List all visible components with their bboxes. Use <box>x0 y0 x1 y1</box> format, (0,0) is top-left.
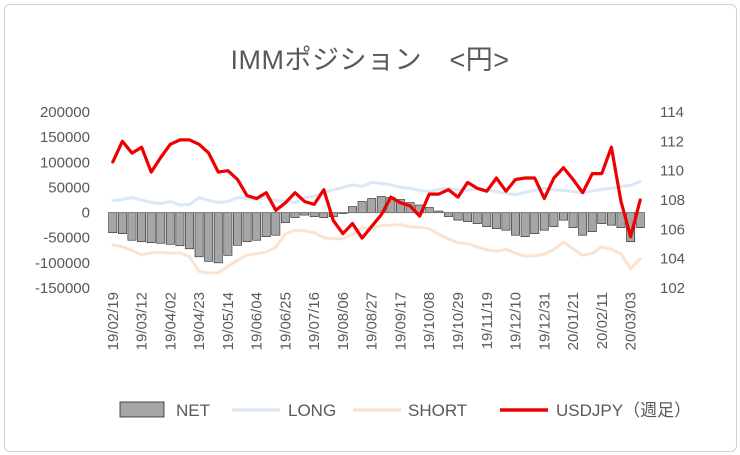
left-axis-tick-label: 0 <box>82 205 90 222</box>
net-bar <box>520 212 530 238</box>
x-axis-tick-label: 19/03/12 <box>134 292 151 350</box>
right-axis-tick-label: 114 <box>660 104 684 121</box>
net-bar <box>549 212 559 227</box>
legend-label-short: SHORT <box>408 401 467 420</box>
x-axis-tick-label: 19/11/19 <box>479 292 496 349</box>
net-bar <box>482 212 492 227</box>
net-bar <box>511 212 520 236</box>
x-axis-tick-label: 19/07/16 <box>306 292 323 350</box>
net-bar <box>568 212 578 228</box>
x-axis-tick-label: 19/04/23 <box>191 292 208 350</box>
x-axis-tick-label: 19/02/19 <box>105 292 122 350</box>
x-axis-tick-label: 19/08/27 <box>364 292 381 350</box>
left-axis-tick-label: 200000 <box>40 104 90 121</box>
net-bar <box>578 212 588 236</box>
net-bar <box>194 212 204 258</box>
x-axis-tick-label: 19/06/25 <box>277 292 294 350</box>
net-bar <box>319 212 329 218</box>
net-bar <box>137 212 146 243</box>
left-axis-tick-label: -50000 <box>43 230 90 247</box>
x-axis-tick-label: 19/04/02 <box>162 292 179 350</box>
x-axis-tick-label: 19/10/08 <box>421 292 438 350</box>
left-axis-tick-label: 50000 <box>48 179 90 196</box>
net-bar <box>472 212 482 224</box>
net-bar <box>252 212 262 241</box>
net-bar <box>271 212 281 236</box>
x-axis-tick-label: 20/01/21 <box>565 292 582 350</box>
net-bar <box>213 212 223 264</box>
legend-label-long: LONG <box>288 401 336 420</box>
net-bar <box>223 212 233 256</box>
right-axis-tick-label: 102 <box>660 280 685 297</box>
right-axis-tick-label: 110 <box>660 163 684 180</box>
net-bar <box>309 212 319 217</box>
x-axis-tick-label: 19/05/14 <box>220 292 237 350</box>
x-axis-tick-label: 20/03/03 <box>623 292 640 350</box>
left-axis-tick-label: -150000 <box>35 280 90 297</box>
right-axis-tick-label: 108 <box>660 192 685 209</box>
net-bar <box>204 212 214 262</box>
net-bar <box>146 212 156 244</box>
net-bar <box>185 212 194 250</box>
x-axis-tick-label: 20/02/11 <box>594 292 611 349</box>
net-bar <box>175 212 185 247</box>
net-bar <box>117 212 127 234</box>
net-bar <box>587 212 597 232</box>
net-bar <box>156 212 166 244</box>
net-bar <box>280 212 290 223</box>
net-bar <box>261 212 271 238</box>
net-bar <box>530 212 540 234</box>
net-bar <box>501 212 511 231</box>
legend-swatch-net <box>119 401 165 418</box>
left-axis-tick-label: -100000 <box>35 255 90 272</box>
net-bar <box>453 212 463 221</box>
legend-label-usdjpy: USDJPY（週足） <box>556 401 691 420</box>
left-axis-tick-label: 150000 <box>40 129 90 146</box>
net-bar <box>463 212 473 222</box>
net-bar <box>290 212 300 218</box>
x-axis-tick-label: 19/08/06 <box>335 292 352 350</box>
x-axis-tick-label: 19/09/17 <box>392 292 409 350</box>
net-bar <box>108 212 118 233</box>
net-bar <box>127 212 137 241</box>
net-bar <box>165 212 175 245</box>
right-axis-tick-label: 106 <box>660 221 685 238</box>
net-bar <box>357 201 367 213</box>
chart-title: IMMポジション <円> <box>230 45 510 75</box>
net-bar <box>367 198 377 213</box>
right-axis-tick-label: 112 <box>660 133 684 150</box>
usdjpy-series-line <box>111 138 642 240</box>
net-bar <box>559 212 568 221</box>
legend-label-net: NET <box>176 401 210 420</box>
net-bar <box>607 212 616 226</box>
short-series-line <box>111 223 642 275</box>
x-axis-tick-label: 19/06/04 <box>249 292 266 350</box>
net-bar <box>597 212 607 224</box>
x-axis-tick-label: 19/12/31 <box>536 292 553 350</box>
net-bar <box>233 212 242 246</box>
right-axis-tick-label: 104 <box>660 251 685 268</box>
left-axis-tick-label: 100000 <box>40 154 90 171</box>
x-axis-tick-label: 19/10/29 <box>450 292 467 350</box>
net-bar <box>443 212 453 217</box>
net-bar <box>242 212 252 243</box>
net-bar <box>424 207 434 213</box>
x-axis-tick-label: 19/12/10 <box>508 292 525 350</box>
long-series-line <box>111 179 642 207</box>
net-bar <box>348 206 357 213</box>
net-bar <box>491 212 501 229</box>
net-bar <box>539 212 549 231</box>
